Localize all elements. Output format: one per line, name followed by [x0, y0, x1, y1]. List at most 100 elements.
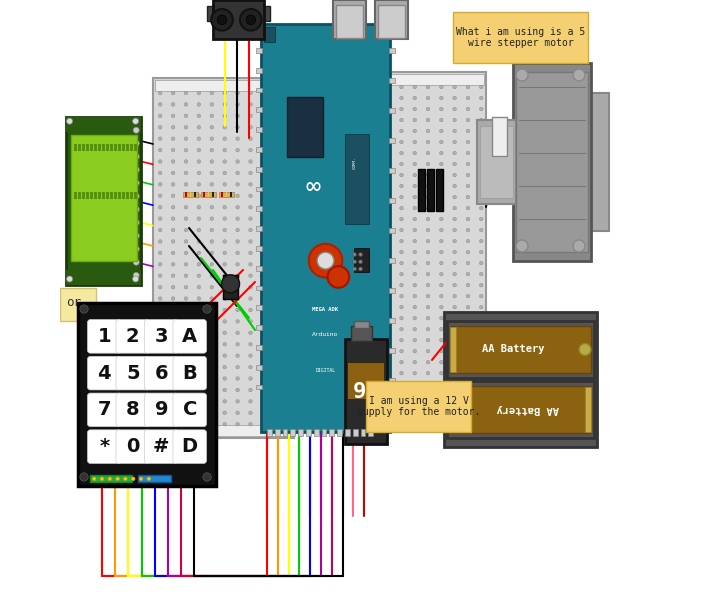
Circle shape	[158, 343, 162, 346]
Circle shape	[248, 114, 252, 118]
Circle shape	[158, 239, 162, 243]
Circle shape	[387, 96, 390, 100]
Circle shape	[184, 286, 188, 289]
Circle shape	[248, 103, 252, 106]
Circle shape	[439, 206, 443, 210]
Circle shape	[184, 320, 188, 323]
Circle shape	[248, 251, 252, 254]
Circle shape	[236, 251, 240, 254]
Circle shape	[480, 239, 483, 243]
Circle shape	[197, 125, 201, 129]
Circle shape	[274, 263, 278, 266]
Circle shape	[439, 96, 443, 100]
Circle shape	[453, 305, 456, 309]
Circle shape	[223, 125, 227, 129]
Circle shape	[197, 377, 201, 380]
Circle shape	[439, 107, 443, 111]
Circle shape	[158, 228, 162, 232]
Circle shape	[439, 184, 443, 188]
Circle shape	[480, 250, 483, 254]
Bar	[261, 24, 390, 432]
Circle shape	[197, 194, 201, 197]
Circle shape	[158, 422, 162, 426]
Circle shape	[223, 320, 227, 323]
Circle shape	[158, 194, 162, 197]
Circle shape	[236, 286, 240, 289]
Circle shape	[261, 343, 265, 346]
Circle shape	[184, 217, 188, 220]
FancyBboxPatch shape	[116, 393, 150, 427]
Bar	[114, 192, 117, 199]
Circle shape	[197, 148, 201, 152]
Text: 8: 8	[126, 400, 140, 419]
Circle shape	[210, 125, 214, 129]
Circle shape	[133, 140, 139, 146]
Circle shape	[236, 137, 240, 140]
Bar	[94, 192, 96, 199]
Bar	[513, 63, 591, 261]
Circle shape	[453, 272, 456, 276]
FancyBboxPatch shape	[173, 356, 207, 390]
Circle shape	[466, 184, 469, 188]
Bar	[444, 312, 597, 447]
Circle shape	[274, 422, 278, 426]
Circle shape	[359, 253, 362, 256]
Circle shape	[248, 411, 252, 415]
Bar	[126, 192, 129, 199]
Bar	[118, 144, 121, 151]
Circle shape	[223, 171, 227, 175]
Circle shape	[453, 195, 456, 199]
Circle shape	[274, 343, 278, 346]
Circle shape	[387, 162, 390, 166]
Circle shape	[439, 338, 443, 342]
Circle shape	[387, 184, 390, 188]
Circle shape	[236, 388, 240, 392]
Circle shape	[480, 228, 483, 232]
Circle shape	[158, 205, 162, 209]
Circle shape	[223, 114, 227, 118]
Circle shape	[480, 262, 483, 265]
Circle shape	[223, 205, 227, 209]
Bar	[130, 192, 132, 199]
Circle shape	[171, 331, 175, 335]
Circle shape	[439, 283, 443, 287]
Circle shape	[426, 151, 430, 155]
Bar	[585, 387, 591, 432]
Bar	[369, 429, 373, 436]
Circle shape	[400, 394, 403, 397]
Circle shape	[248, 354, 252, 358]
FancyBboxPatch shape	[87, 430, 121, 463]
Circle shape	[439, 272, 443, 276]
Circle shape	[210, 263, 214, 266]
Circle shape	[413, 272, 417, 276]
Circle shape	[439, 162, 443, 166]
Circle shape	[197, 91, 201, 95]
Circle shape	[439, 129, 443, 133]
Circle shape	[439, 404, 443, 408]
Circle shape	[480, 217, 483, 221]
Bar	[203, 192, 205, 197]
Bar	[256, 167, 262, 172]
Circle shape	[210, 297, 214, 301]
Circle shape	[413, 239, 417, 243]
Circle shape	[413, 262, 417, 265]
Text: or: or	[66, 296, 81, 310]
Circle shape	[413, 361, 417, 364]
Circle shape	[274, 274, 278, 278]
Circle shape	[466, 316, 469, 320]
Circle shape	[387, 328, 390, 331]
Bar	[322, 429, 326, 436]
Circle shape	[236, 103, 240, 106]
Circle shape	[274, 137, 278, 140]
Circle shape	[439, 239, 443, 243]
Circle shape	[210, 274, 214, 278]
Circle shape	[171, 160, 175, 163]
Circle shape	[184, 103, 188, 106]
Circle shape	[236, 343, 240, 346]
Text: 1: 1	[97, 327, 111, 346]
Circle shape	[236, 194, 240, 197]
Circle shape	[466, 338, 469, 342]
Circle shape	[261, 148, 265, 152]
Circle shape	[184, 308, 188, 312]
Bar	[98, 144, 101, 151]
